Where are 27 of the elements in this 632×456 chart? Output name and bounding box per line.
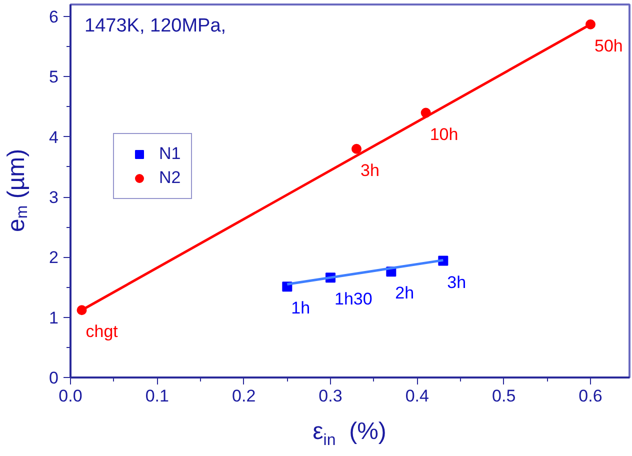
x-tick-label: 0.5 <box>492 386 516 406</box>
y-tick-label: 0 <box>49 368 59 388</box>
x-tick-label: 0.3 <box>318 386 342 406</box>
y-tick-label: 1 <box>49 308 59 328</box>
annotation: 1h <box>291 298 310 318</box>
annotation: 50h <box>594 36 623 56</box>
x-tick-label: 0.4 <box>405 386 429 406</box>
annotation: 3h <box>360 160 380 180</box>
x-tick-label: 0.0 <box>58 386 82 406</box>
legend-label: N2 <box>159 168 181 188</box>
annotation: chgt <box>86 322 118 342</box>
point <box>352 144 362 154</box>
x-tick-label: 0.2 <box>232 386 256 406</box>
x-tick-label: 0.6 <box>578 386 602 406</box>
annotation: 10h <box>430 124 458 144</box>
annotation: 3h <box>447 272 466 292</box>
annotation: 2h <box>395 284 414 303</box>
legend-label: N1 <box>159 144 181 164</box>
x-axis-title: ε$_{in}$ (%) <box>312 417 388 451</box>
y-tick-label: 6 <box>49 8 59 27</box>
y-tick-label: 3 <box>49 188 59 208</box>
annotation: 1473K, 120MPa, <box>84 16 226 36</box>
y-tick-label: 5 <box>49 68 59 87</box>
y-tick-label: 4 <box>49 128 59 147</box>
y-tick-label: 2 <box>49 248 59 268</box>
x-tick-label: 0.1 <box>145 386 169 406</box>
annotation: 1h30 <box>334 290 372 309</box>
